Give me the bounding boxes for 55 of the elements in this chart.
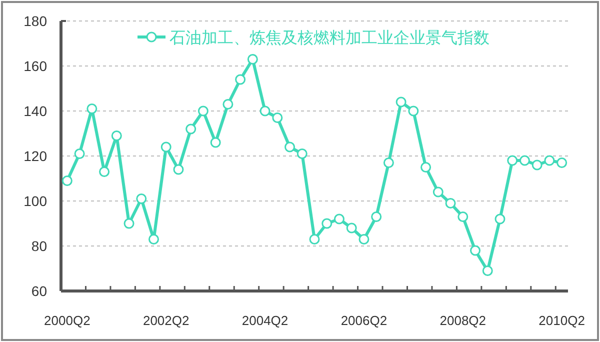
point [210, 137, 221, 148]
point [86, 104, 98, 114]
point [519, 155, 530, 166]
point [482, 266, 493, 276]
y-tick-label: 140 [24, 103, 48, 119]
point [260, 106, 270, 116]
point [111, 130, 122, 141]
point [62, 176, 72, 186]
point [408, 106, 419, 116]
y-tick-label: 180 [24, 13, 48, 29]
point [124, 218, 134, 229]
point [99, 166, 110, 177]
point [322, 218, 332, 229]
x-tick-label: 2004Q2 [242, 313, 288, 328]
point [235, 74, 246, 85]
point [420, 162, 432, 172]
point [544, 155, 555, 166]
point [222, 99, 234, 110]
point [346, 222, 357, 234]
point [371, 212, 382, 222]
point [532, 160, 542, 170]
point [296, 148, 308, 159]
point [272, 112, 283, 123]
point [445, 198, 456, 208]
point [186, 124, 196, 134]
point [494, 214, 506, 224]
point [383, 158, 394, 168]
point [173, 164, 184, 175]
point [507, 155, 518, 166]
point [247, 54, 258, 64]
point [334, 214, 344, 224]
point [148, 234, 159, 244]
point [556, 158, 568, 168]
point [458, 212, 468, 222]
point [358, 234, 370, 244]
legend: 石油加工、炼焦及核燃料加工业企业景气指数 [138, 30, 490, 47]
x-tick-label: 2000Q2 [44, 313, 90, 328]
x-tick-label: 2008Q2 [440, 313, 486, 328]
y-tick-label: 60 [31, 283, 48, 299]
point [470, 245, 481, 256]
y-tick-label: 120 [24, 148, 48, 164]
y-tick-label: 160 [24, 58, 48, 74]
x-tick-label: 2010Q2 [538, 313, 585, 328]
point [396, 96, 406, 108]
y-tick-label: 80 [31, 238, 48, 254]
point [198, 106, 208, 116]
point [309, 234, 320, 244]
x-tick-label: 2002Q2 [142, 313, 190, 328]
point [136, 194, 147, 204]
point [432, 186, 444, 198]
point [74, 148, 85, 159]
point [284, 142, 296, 152]
point [160, 142, 172, 152]
y-tick-label: 100 [24, 193, 48, 209]
x-tick-label: 2006Q2 [340, 313, 388, 328]
